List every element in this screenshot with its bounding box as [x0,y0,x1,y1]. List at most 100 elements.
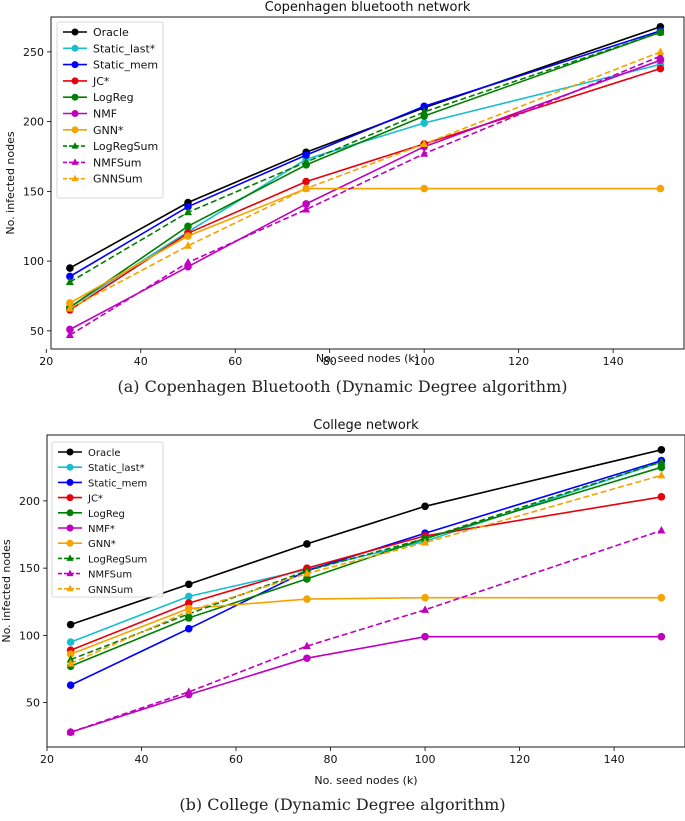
legend-label: NMF [93,108,117,121]
y-tick-label: 200 [23,116,44,129]
data-point [184,222,192,231]
x-tick-label: 100 [414,355,435,368]
data-point [303,575,311,583]
x-tick-label: 140 [603,355,624,368]
data-point [656,51,665,60]
series-logregsum [65,27,665,286]
legend-marker [71,28,79,36]
plot-frame [50,16,685,350]
x-axis-label: No. seed nodes (k) [316,352,419,365]
data-point [656,184,665,193]
y-axis-label: No. infected nodes [0,539,13,642]
data-point [421,534,430,542]
series-static-mem [66,27,665,281]
data-point [420,107,429,115]
data-point [302,177,310,186]
data-point [302,157,311,166]
data-point [184,599,193,607]
legend-label: LogRegSum [93,140,158,153]
legend-label: GNNSum [88,585,133,596]
data-point [657,632,666,641]
legend-marker [71,142,79,149]
series-nmfsum [66,525,666,736]
legend-label: LogReg [88,509,125,520]
legend-marker [71,44,79,52]
legend-marker [66,478,74,486]
legend-label: NMFSum [93,156,142,169]
x-tick-label: 60 [228,355,242,368]
series-line [70,635,662,733]
data-point [184,606,193,615]
data-point [183,258,192,266]
series-gnnsum [65,47,665,312]
x-tick-label: 60 [229,753,243,766]
series-line [70,529,662,733]
legend-label: Oracle [93,26,129,39]
x-tick-label: 40 [135,753,149,766]
x-tick-label: 120 [509,753,530,766]
x-tick-label: 80 [324,753,338,766]
data-point [656,27,665,36]
data-point [66,681,75,689]
legend-marker [71,174,79,182]
data-point [657,493,666,501]
data-point [65,330,74,339]
figure-caption: (b) College (Dynamic Degree algorithm) [179,795,505,814]
data-point [184,624,193,633]
legend-marker [71,61,79,69]
legend-marker [66,569,74,577]
x-tick-label: 20 [39,355,53,368]
data-point [421,632,429,641]
figure-caption: (a) Copenhagen Bluetooth (Dynamic Degree… [117,377,567,396]
x-tick-label: 40 [134,355,148,368]
data-point [184,580,193,589]
legend-marker [66,524,74,532]
data-point [302,151,310,159]
legend-label: Static_last* [88,463,145,474]
legend-label: Static_mem [88,478,147,489]
data-point [421,538,430,546]
data-point [66,659,75,667]
data-point [66,638,75,646]
legend-label: JC* [92,75,110,88]
x-axis-label: No. seed nodes (k) [314,774,417,787]
data-point [302,205,311,213]
data-point [656,47,665,55]
legend-label: Static_last* [93,42,156,55]
data-point [66,325,74,334]
data-point [420,184,428,193]
legend-label: GNN* [93,124,124,137]
x-tick-label: 140 [604,753,625,766]
y-tick-label: 250 [23,46,44,59]
legend-marker [66,584,74,592]
series-nmf- [66,632,666,737]
data-point [420,119,428,127]
y-tick-label: 100 [19,629,40,642]
legend-label: Static_mem [93,59,158,72]
series-gnn- [66,184,665,307]
x-tick-label: 20 [40,753,54,766]
y-tick-label: 200 [19,495,40,508]
x-tick-label: 100 [415,753,436,766]
series-oracle [66,445,666,629]
legend-marker [66,448,74,456]
data-point [421,593,429,602]
legend-label: NMF* [88,524,115,535]
data-point [657,470,666,479]
y-axis-label: No. infected nodes [4,131,17,234]
data-point [302,641,311,650]
data-point [66,650,75,659]
legend-marker [71,77,79,85]
legend-marker [66,509,74,517]
legend-label: Oracle [88,448,121,459]
data-point [183,241,192,249]
y-tick-label: 50 [30,325,44,338]
chart-title: College network [313,418,419,433]
data-point [657,445,666,454]
legend-marker [71,126,79,134]
data-point [421,605,430,613]
data-point [303,595,311,603]
data-point [657,463,666,472]
data-point [183,207,192,216]
series-nmfsum [65,51,665,339]
